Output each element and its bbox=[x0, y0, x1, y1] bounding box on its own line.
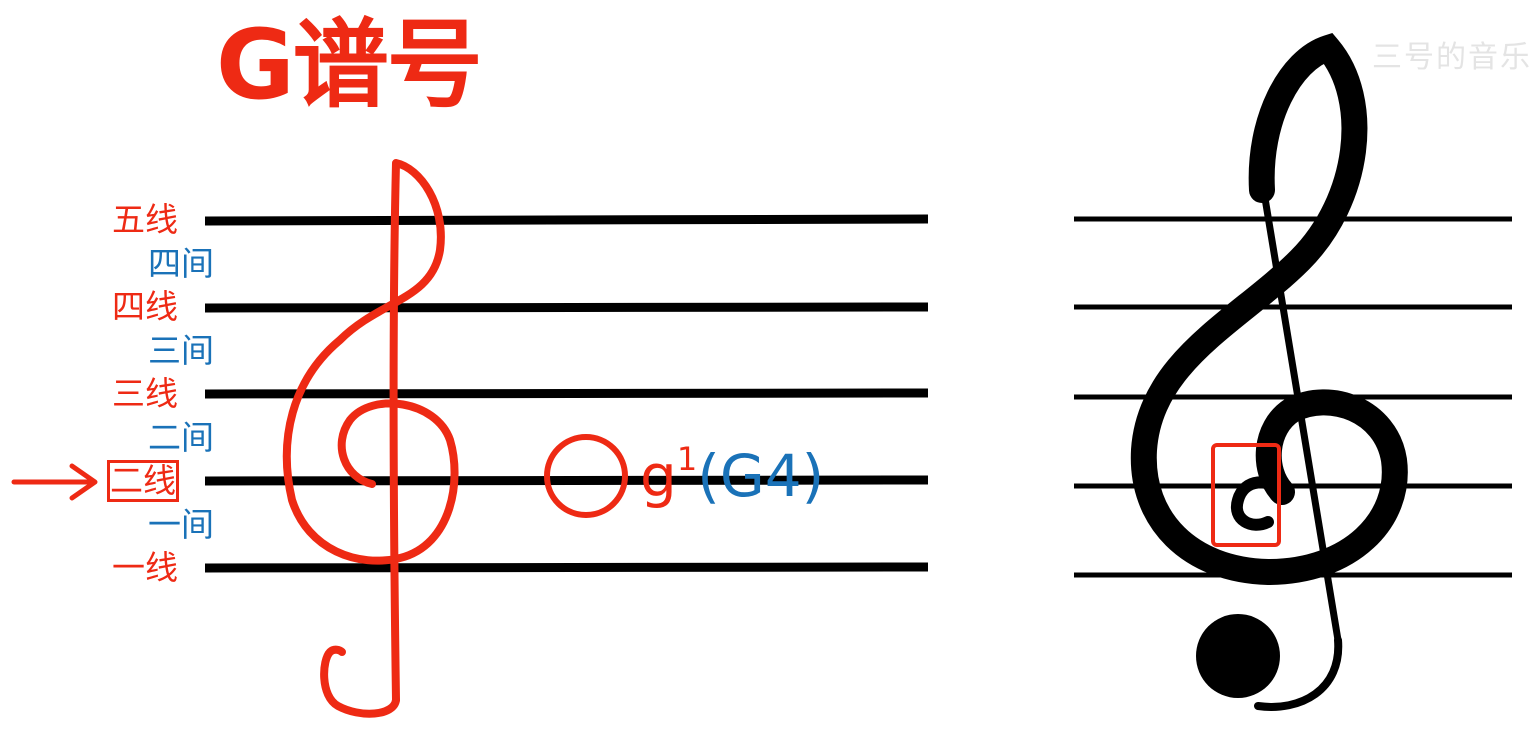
label-space2: 二间 bbox=[148, 418, 214, 457]
note-alt-name: (G4) bbox=[697, 442, 825, 510]
label-space3: 三间 bbox=[148, 331, 214, 370]
arrow-right-icon bbox=[11, 463, 98, 501]
label-line1: 一线 bbox=[112, 548, 178, 587]
label-line2-highlighted: 二线 bbox=[107, 460, 179, 502]
watermark: 三号的音乐 bbox=[1372, 40, 1532, 75]
note-label: g1(G4) bbox=[640, 436, 824, 516]
label-line4: 四线 bbox=[112, 287, 178, 326]
page-title: G谱号 bbox=[216, 9, 483, 121]
hand-drawn-treble-clef-icon bbox=[282, 159, 459, 718]
treble-clef-icon bbox=[1130, 32, 1408, 711]
staff-line-5 bbox=[204, 214, 929, 226]
highlight-box bbox=[1211, 443, 1281, 547]
label-line3: 三线 bbox=[112, 374, 178, 413]
left-staff bbox=[204, 214, 929, 573]
note-octave: 1 bbox=[676, 440, 698, 478]
staff-line-4 bbox=[204, 302, 929, 313]
label-space4: 四间 bbox=[148, 244, 214, 283]
staff-line-3 bbox=[204, 388, 929, 399]
staff-line-1 bbox=[204, 562, 929, 573]
note-name: g bbox=[640, 442, 677, 510]
staff-line-2 bbox=[204, 475, 929, 486]
label-space1: 一间 bbox=[148, 505, 214, 544]
label-line5: 五线 bbox=[112, 200, 178, 239]
whole-note-icon bbox=[544, 434, 628, 518]
